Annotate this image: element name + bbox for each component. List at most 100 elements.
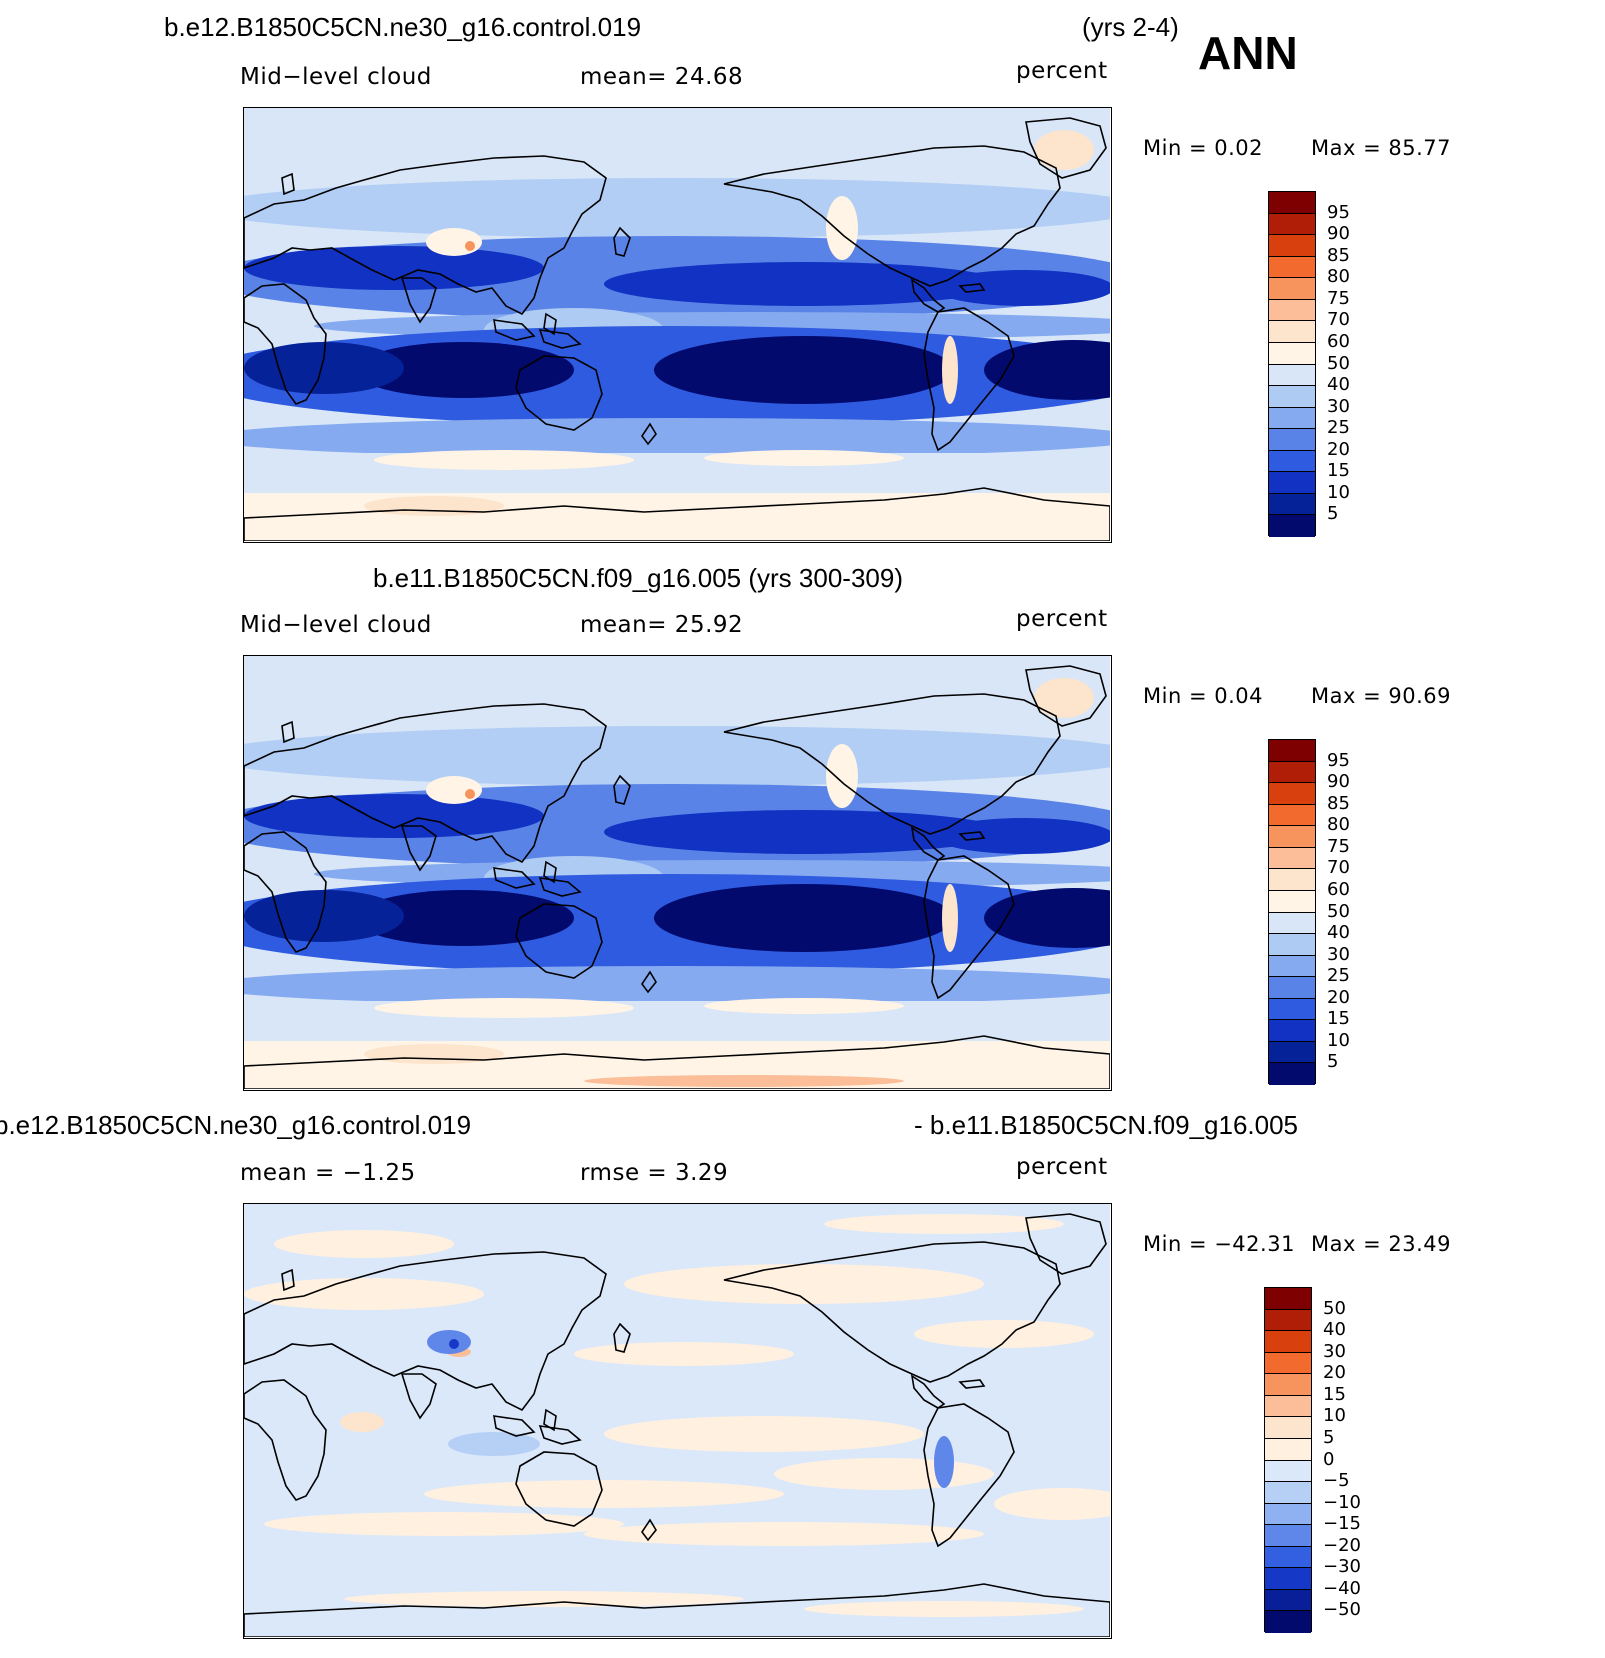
- colorbar-swatch: [1269, 1020, 1315, 1042]
- colorbar-swatch: [1269, 955, 1315, 978]
- colorbar-swatch: [1269, 493, 1315, 516]
- season-label: ANN: [1198, 27, 1298, 79]
- panel1-max-label: Max = 85.77: [1311, 136, 1451, 160]
- colorbar-tick-label: −10: [1323, 1491, 1361, 1513]
- colorbar-tick-label: 85: [1327, 244, 1350, 266]
- colorbar-tick-label: 70: [1327, 309, 1350, 331]
- colorbar-swatch: [1269, 761, 1315, 784]
- colorbar-swatch: [1269, 192, 1315, 214]
- colorbar-swatch: [1269, 364, 1315, 387]
- colorbar-swatch: [1265, 1525, 1311, 1547]
- panel1-map: [243, 107, 1112, 543]
- colorbar-tick-label: 25: [1327, 417, 1350, 439]
- colorbar-tick-label: −50: [1323, 1599, 1361, 1621]
- colorbar-tick-label: 30: [1327, 395, 1350, 417]
- colorbar-swatch: [1265, 1395, 1311, 1418]
- colorbar-swatch: [1269, 783, 1315, 805]
- colorbar-swatch: [1269, 299, 1315, 322]
- colorbar-tick-label: 10: [1327, 481, 1350, 503]
- colorbar-swatch: [1269, 998, 1315, 1021]
- colorbar-tick-label: 10: [1327, 1029, 1350, 1051]
- colorbar-tick-label: −20: [1323, 1534, 1361, 1556]
- colorbar-swatch: [1269, 429, 1315, 451]
- colorbar-swatch: [1269, 515, 1315, 537]
- colorbar-tick-label: 5: [1327, 1051, 1339, 1073]
- colorbar-tick-label: −5: [1323, 1470, 1350, 1492]
- colorbar-swatch: [1265, 1417, 1311, 1439]
- colorbar-tick-label: 80: [1327, 266, 1350, 288]
- case-years: (yrs 2-4): [1082, 12, 1179, 42]
- panel2-map: [243, 655, 1112, 1091]
- colorbar-tick-label: 80: [1327, 814, 1350, 836]
- colorbar-swatch: [1265, 1482, 1311, 1504]
- colorbar-swatch: [1269, 977, 1315, 999]
- colorbar-swatch: [1265, 1331, 1311, 1353]
- colorbar-swatch: [1269, 386, 1315, 408]
- colorbar-tick-label: 75: [1327, 835, 1350, 857]
- panel1-mean-label: mean= 24.68: [580, 64, 744, 90]
- colorbar-tick-label: 15: [1327, 1008, 1350, 1030]
- colorbar-swatch: [1265, 1309, 1311, 1332]
- panel2-units-label: percent: [1016, 606, 1108, 632]
- colorbar-swatch: [1265, 1611, 1311, 1633]
- panel1-units-label: percent: [1016, 58, 1108, 84]
- colorbar-swatch: [1269, 407, 1315, 430]
- colorbar-tick-label: 95: [1327, 201, 1350, 223]
- colorbar-swatch: [1269, 450, 1315, 473]
- colorbar-swatch: [1269, 826, 1315, 848]
- panel3-mean-label: mean = −1.25: [240, 1160, 416, 1186]
- colorbar-swatch: [1269, 256, 1315, 279]
- colorbar-swatch: [1269, 912, 1315, 935]
- colorbar-swatch: [1269, 804, 1315, 827]
- panel3-rmse-label: rmse = 3.29: [580, 1160, 729, 1186]
- colorbar-swatch: [1265, 1460, 1311, 1483]
- panel3-map: [243, 1203, 1112, 1639]
- colorbar-swatch: [1269, 321, 1315, 343]
- colorbar-tick-label: 75: [1327, 287, 1350, 309]
- colorbar-swatch: [1265, 1568, 1311, 1590]
- panel2-max-label: Max = 90.69: [1311, 684, 1451, 708]
- panel3-units-label: percent: [1016, 1154, 1108, 1180]
- panel1-left-label: Mid−level cloud: [240, 64, 432, 90]
- colorbar-tick-label: 30: [1323, 1340, 1346, 1362]
- colorbar-swatch: [1269, 869, 1315, 891]
- colorbar-tick-label: 40: [1323, 1319, 1346, 1341]
- colorbar-tick-label: 0: [1323, 1448, 1335, 1470]
- colorbar-swatch: [1265, 1589, 1311, 1612]
- colorbar-tick-label: 60: [1327, 330, 1350, 352]
- panel1-colorbar: [1268, 191, 1316, 537]
- panel2-mean-label: mean= 25.92: [580, 612, 744, 638]
- colorbar-tick-label: 5: [1327, 503, 1339, 525]
- colorbar-tick-label: 50: [1327, 352, 1350, 374]
- colorbar-swatch: [1269, 278, 1315, 300]
- colorbar-swatch: [1269, 890, 1315, 913]
- panel2-min-label: Min = 0.04: [1143, 684, 1263, 708]
- colorbar-tick-label: 15: [1323, 1383, 1346, 1405]
- panel3-title-left: b.e12.B1850C5CN.ne30_g16.control.019: [0, 1110, 472, 1140]
- colorbar-swatch: [1269, 235, 1315, 257]
- colorbar-tick-label: 95: [1327, 749, 1350, 771]
- colorbar-swatch: [1269, 342, 1315, 365]
- colorbar-tick-label: 60: [1327, 878, 1350, 900]
- panel3-title-right: - b.e11.B1850C5CN.f09_g16.005: [914, 1110, 1299, 1140]
- colorbar-swatch: [1265, 1503, 1311, 1526]
- colorbar-tick-label: 5: [1323, 1426, 1335, 1448]
- panel3-max-label: Max = 23.49: [1311, 1232, 1451, 1256]
- panel3-colorbar: [1264, 1287, 1312, 1633]
- colorbar-swatch: [1269, 1041, 1315, 1064]
- panel3-min-label: Min = −42.31: [1143, 1232, 1295, 1256]
- colorbar-tick-label: 85: [1327, 792, 1350, 814]
- colorbar-swatch: [1269, 847, 1315, 870]
- colorbar-swatch: [1269, 213, 1315, 236]
- colorbar-swatch: [1265, 1374, 1311, 1396]
- colorbar-tick-label: 90: [1327, 771, 1350, 793]
- colorbar-swatch: [1269, 934, 1315, 956]
- colorbar-tick-label: 50: [1327, 900, 1350, 922]
- colorbar-swatch: [1265, 1438, 1311, 1461]
- colorbar-tick-label: 90: [1327, 223, 1350, 245]
- colorbar-tick-label: 50: [1323, 1297, 1346, 1319]
- colorbar-swatch: [1265, 1288, 1311, 1310]
- colorbar-tick-label: −15: [1323, 1513, 1361, 1535]
- colorbar-tick-label: 40: [1327, 374, 1350, 396]
- colorbar-tick-label: 20: [1327, 438, 1350, 460]
